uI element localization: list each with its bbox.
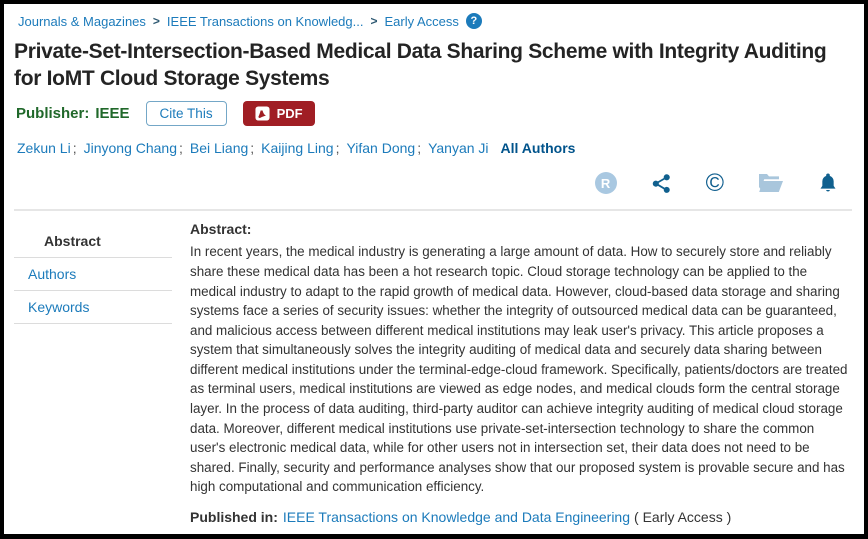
alerts-bell-icon[interactable] <box>818 172 838 195</box>
sidebar-item-authors[interactable]: Authors <box>14 258 172 292</box>
authors-row: Zekun Li; Jinyong Chang; Bei Liang; Kaijing… <box>17 140 852 156</box>
published-in-row: Published in: IEEE Transactions on Knowle… <box>190 509 850 525</box>
author-link[interactable]: Yifan Dong <box>346 140 416 157</box>
abstract-heading: Abstract: <box>190 221 252 238</box>
published-in-label: Published in: <box>190 509 278 526</box>
r-badge-glyph: R <box>594 172 617 195</box>
author-link[interactable]: Bei Liang <box>189 140 249 157</box>
copyright-icon[interactable]: © <box>705 168 724 197</box>
publisher-row: Publisher: IEEE Cite This PDF <box>16 101 852 127</box>
breadcrumb-journals-magazines[interactable]: Journals & Magazines <box>18 13 146 29</box>
sidebar-item-keywords[interactable]: Keywords <box>14 291 172 325</box>
author-link[interactable]: Zekun Li <box>17 140 71 157</box>
abstract-section: Abstract: In recent years, the medical i… <box>190 221 864 525</box>
author-separator: ; <box>417 140 422 157</box>
folder-icon[interactable] <box>758 173 784 194</box>
publisher-name: IEEE <box>95 105 130 123</box>
section-nav-sidebar: Abstract Authors Keywords <box>4 221 190 525</box>
publisher-prefix: Publisher: <box>16 105 90 123</box>
page-title: Private-Set-Intersection-Based Medical D… <box>14 40 827 90</box>
help-icon[interactable]: ? <box>465 13 482 29</box>
author-separator: ; <box>335 140 340 157</box>
article-header: Journals & Magazines > IEEE Transactions… <box>4 4 864 212</box>
author-link[interactable]: Yanyan Ji <box>428 140 489 157</box>
all-authors-link[interactable]: All Authors <box>500 140 576 157</box>
author-link[interactable]: Kaijing Ling <box>261 140 334 157</box>
share-icon[interactable] <box>651 173 672 194</box>
author-separator: ; <box>72 140 77 157</box>
early-access-suffix: ( Early Access ) <box>634 509 732 526</box>
author-separator: ; <box>250 140 255 157</box>
publisher-label: Publisher: IEEE <box>16 105 130 122</box>
action-icons-row: R © <box>14 169 838 197</box>
r-badge-icon[interactable]: R <box>594 172 617 195</box>
author-link[interactable]: Jinyong Chang <box>83 140 177 157</box>
header-divider <box>14 209 852 212</box>
breadcrumb-early-access[interactable]: Early Access <box>384 13 459 29</box>
breadcrumb: Journals & Magazines > IEEE Transactions… <box>18 13 852 29</box>
breadcrumb-separator: > <box>370 14 378 28</box>
journal-link[interactable]: IEEE Transactions on Knowledge and Data … <box>282 509 631 526</box>
pdf-button-label: PDF <box>276 106 303 122</box>
breadcrumb-journal[interactable]: IEEE Transactions on Knowledg... <box>166 13 364 29</box>
pdf-file-icon <box>255 106 270 121</box>
abstract-text: In recent years, the medical industry is… <box>190 244 848 495</box>
author-separator: ; <box>179 140 183 157</box>
sidebar-item-abstract[interactable]: Abstract <box>14 225 172 259</box>
article-body: Abstract Authors Keywords Abstract: In r… <box>4 211 864 525</box>
breadcrumb-separator: > <box>152 14 160 28</box>
cite-this-button[interactable]: Cite This <box>145 101 227 127</box>
pdf-button[interactable]: PDF <box>242 101 315 127</box>
